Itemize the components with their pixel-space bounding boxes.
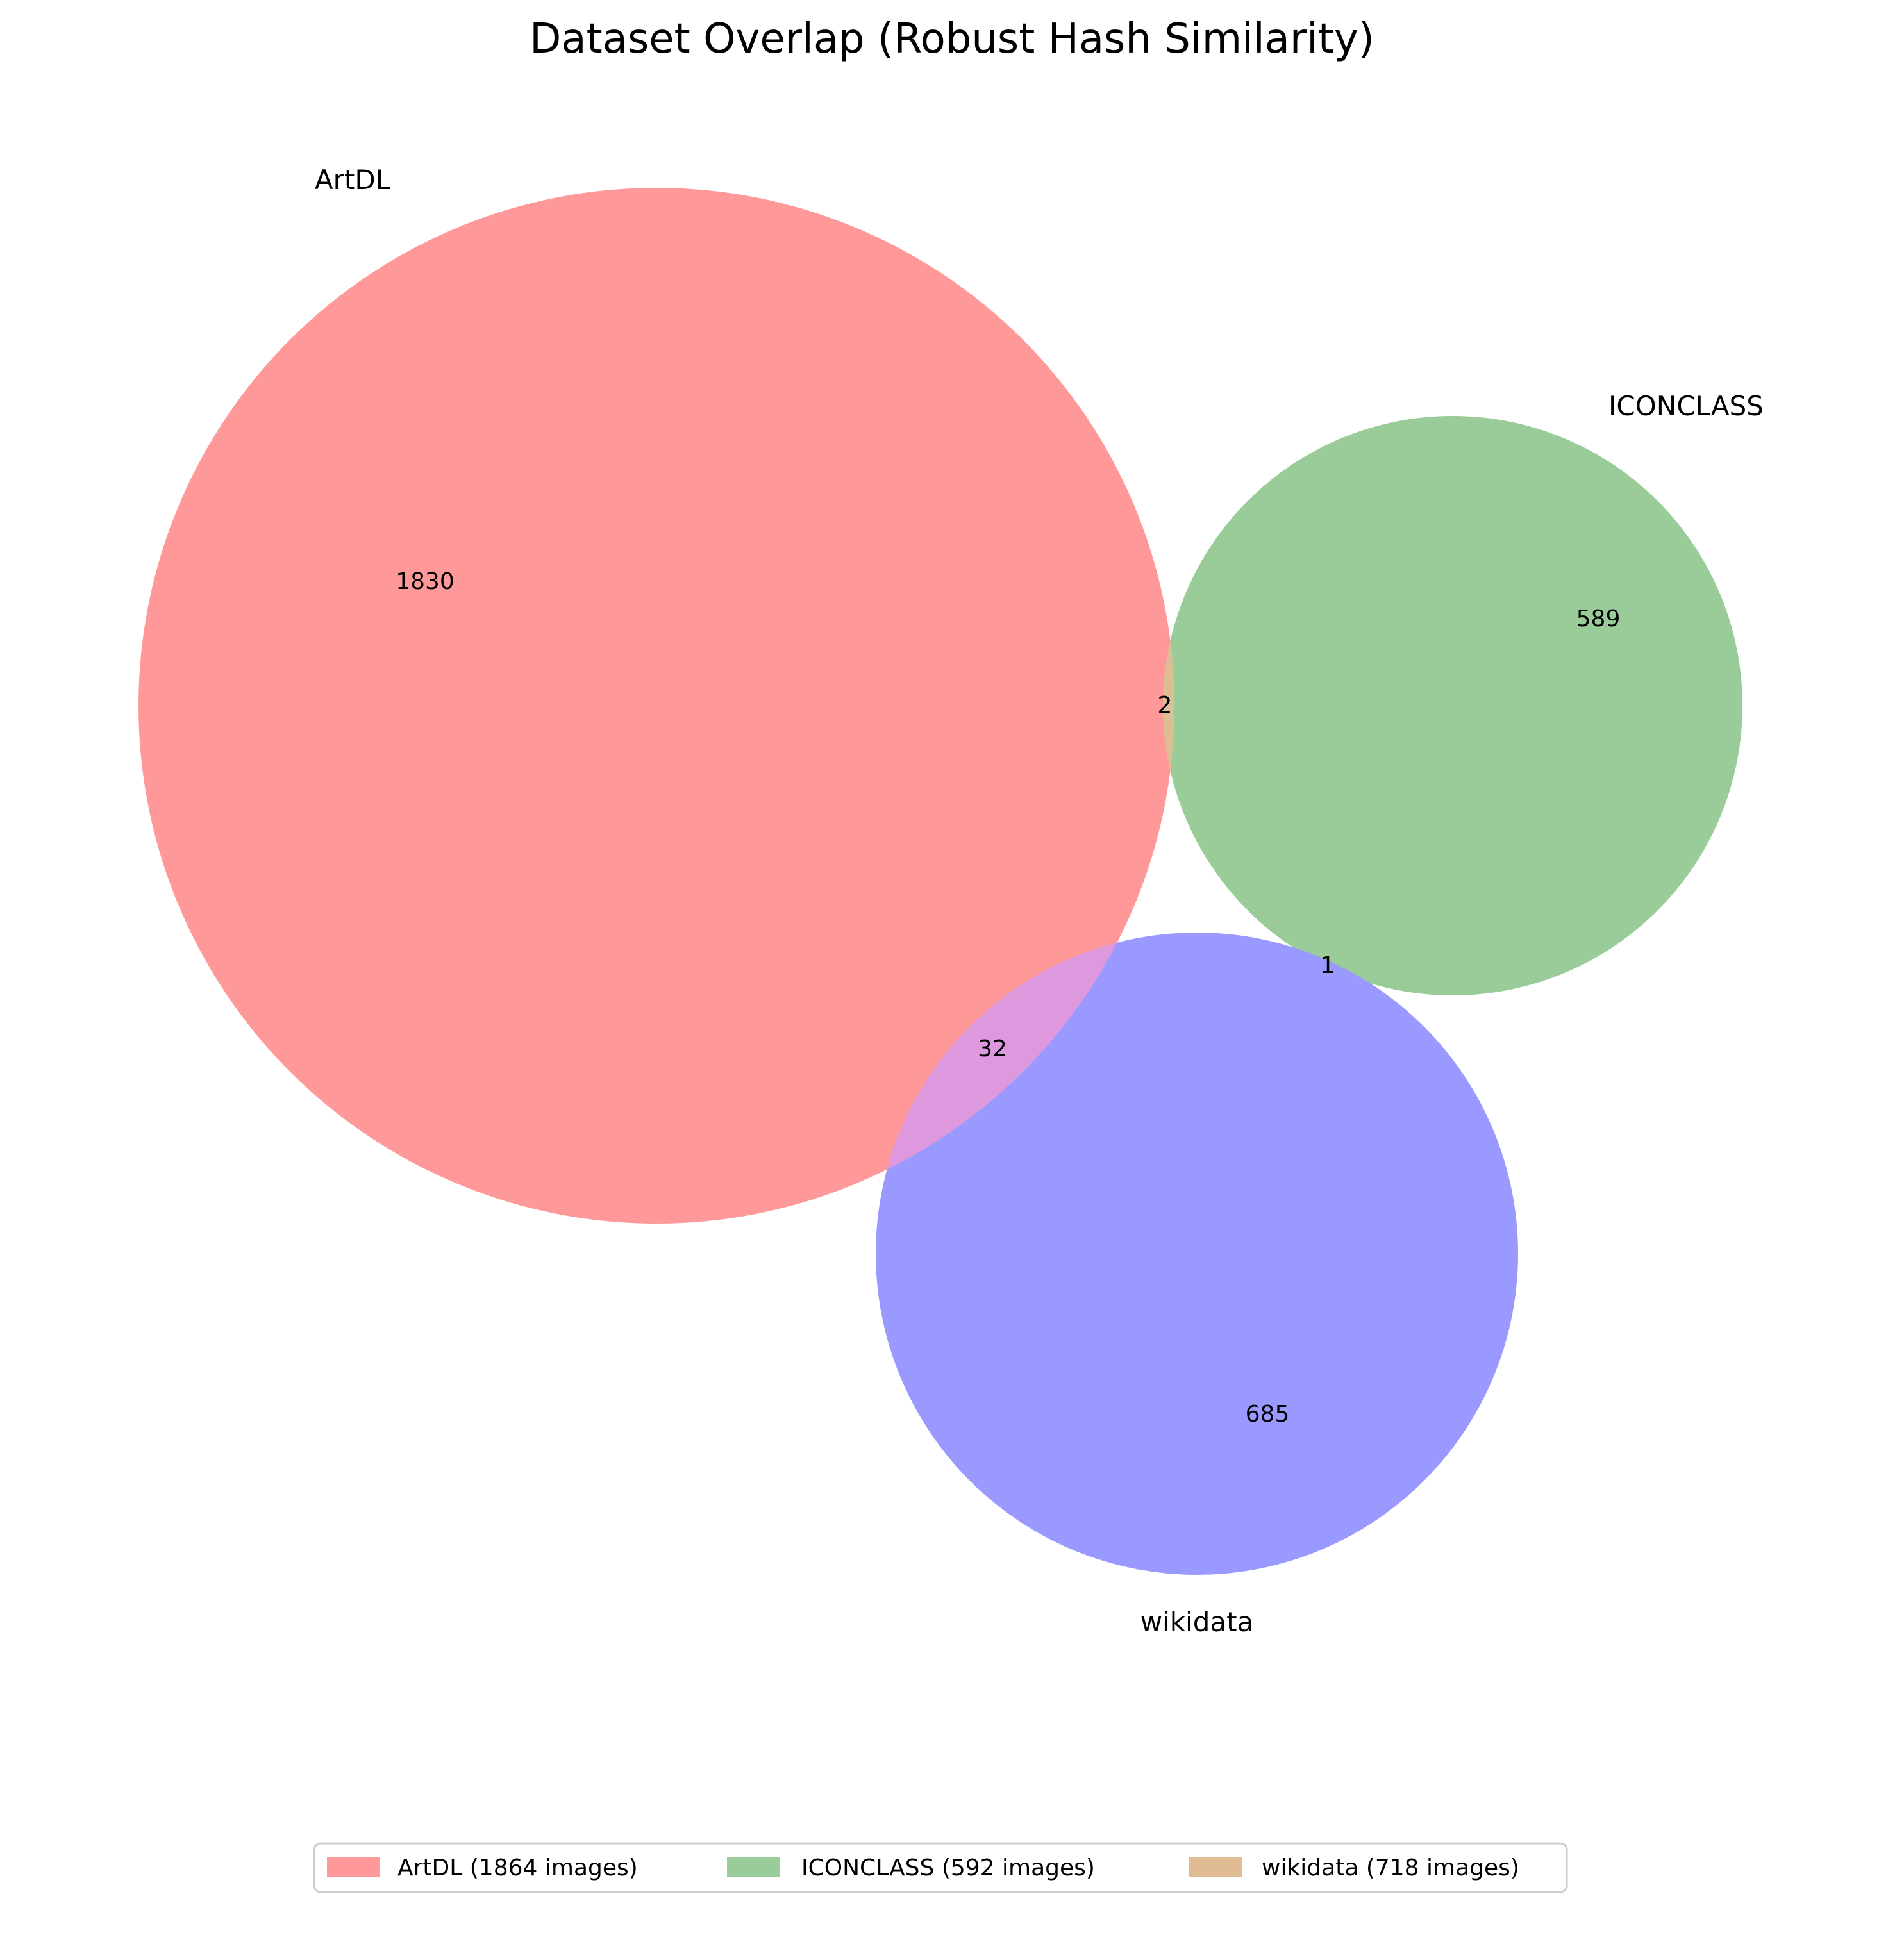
set-label-wikidata: wikidata (1140, 1606, 1254, 1638)
legend: ArtDL (1864 images) ICONCLASS (592 image… (313, 1842, 1568, 1893)
circle-iconclass (1163, 416, 1742, 995)
legend-swatch-artdl (327, 1857, 380, 1877)
region-value-iconclass-wikidata: 1 (1321, 952, 1335, 979)
region-value-iconclass-only: 589 (1576, 606, 1621, 632)
legend-label-wikidata: wikidata (718 images) (1262, 1855, 1519, 1881)
legend-frame (313, 1842, 1568, 1893)
set-label-iconclass: ICONCLASS (1608, 390, 1764, 422)
set-label-artdl: ArtDL (315, 164, 391, 195)
legend-swatch-iconclass (727, 1857, 780, 1877)
region-value-artdl-iconclass: 2 (1158, 692, 1173, 718)
legend-swatch-wikidata (1189, 1857, 1242, 1877)
legend-label-artdl: ArtDL (1864 images) (397, 1855, 638, 1881)
legend-label-iconclass: ICONCLASS (592 images) (801, 1855, 1095, 1881)
circle-artdl (138, 188, 1174, 1224)
region-value-artdl-wikidata: 32 (978, 1036, 1007, 1062)
region-value-wikidata-only: 685 (1246, 1401, 1290, 1427)
circle-wikidata (876, 933, 1518, 1575)
chart-title: Dataset Overlap (Robust Hash Similarity) (530, 15, 1374, 63)
region-value-artdl-only: 1830 (396, 569, 455, 595)
